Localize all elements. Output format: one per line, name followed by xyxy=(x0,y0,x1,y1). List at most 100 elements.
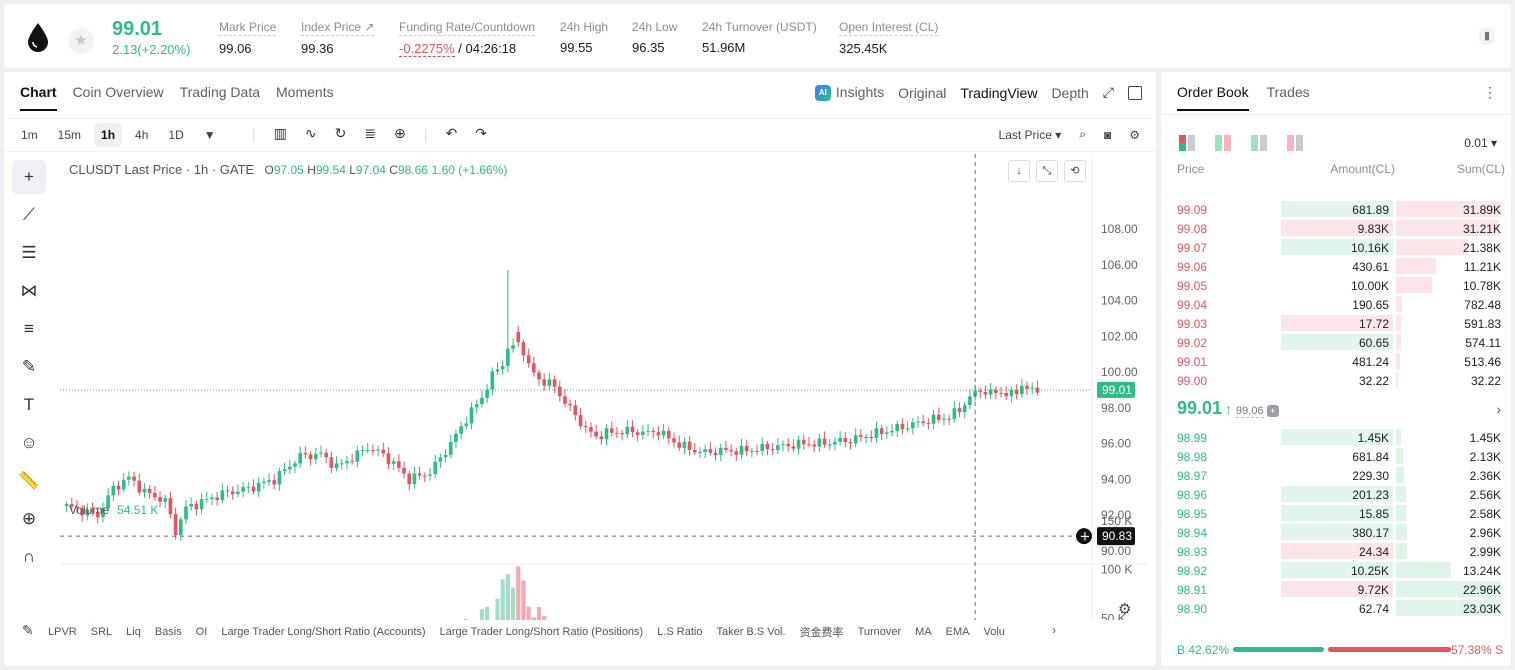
book-icon[interactable]: ▮ xyxy=(1479,28,1495,44)
tab-trading-data[interactable]: Trading Data xyxy=(179,84,261,100)
indicator-item[interactable]: LPVR xyxy=(48,626,77,638)
bid-row[interactable]: 98.91 9.72K 22.96K xyxy=(1161,580,1511,599)
redo-icon[interactable]: ↷ xyxy=(475,125,487,141)
bid-row[interactable]: 98.98 681.84 2.13K xyxy=(1161,447,1511,466)
mode-split-icon[interactable] xyxy=(1215,135,1231,151)
gear-icon[interactable]: ⚙ xyxy=(1129,127,1140,142)
pattern-icon[interactable]: ⋈ xyxy=(20,281,38,300)
indicator-item[interactable]: EMA xyxy=(945,626,970,638)
add-alert-icon[interactable]: ⊕ xyxy=(394,125,406,141)
chevron-right-icon[interactable]: › xyxy=(1052,623,1056,637)
reset-icon[interactable]: ⟲ xyxy=(1064,160,1086,182)
pencil-icon[interactable]: ✎ xyxy=(22,622,34,638)
horizontal-lines-icon[interactable]: ☰ xyxy=(21,243,37,262)
bid-row[interactable]: 98.95 15.85 2.58K xyxy=(1161,504,1511,523)
ask-row[interactable]: 99.08 9.83K 31.21K xyxy=(1161,219,1511,238)
indicator-item[interactable]: 资金费率 xyxy=(799,627,844,639)
interval-dropdown-chevron-icon[interactable]: ▼ xyxy=(203,128,216,142)
stat-index-price[interactable]: Index Price ↗ 99.36 xyxy=(301,20,375,56)
candle-type-icon[interactable]: ▥ xyxy=(273,125,287,141)
ask-row[interactable]: 99.03 17.72 591.83 xyxy=(1161,314,1511,333)
magnet-icon[interactable]: ∩ xyxy=(22,547,36,566)
view-depth[interactable]: Depth xyxy=(1051,84,1089,101)
indicator-item[interactable]: Volu xyxy=(983,626,1005,638)
insights-button[interactable]: AI Insights xyxy=(814,84,884,102)
indicators-icon[interactable]: ∿ xyxy=(304,125,317,141)
indicator-item[interactable]: Basis xyxy=(154,626,182,638)
ask-row[interactable]: 99.02 60.65 574.11 xyxy=(1161,333,1511,352)
stat-open-interest[interactable]: Open Interest (CL) 325.45K xyxy=(839,20,939,56)
price-tick-label: 98.00 xyxy=(1101,401,1131,415)
tab-trades[interactable]: Trades xyxy=(1266,84,1310,100)
tick-size-select[interactable]: 0.01 ▾ xyxy=(1464,136,1497,150)
bid-row[interactable]: 98.96 201.23 2.56K xyxy=(1161,485,1511,504)
fib-icon[interactable]: ≡ xyxy=(24,319,34,338)
more-icon[interactable]: ⋮ xyxy=(1483,84,1497,100)
arrow-down-icon[interactable]: ↓ xyxy=(1008,160,1030,182)
candle-body xyxy=(599,436,604,440)
candle-body xyxy=(90,509,95,512)
compare-icon[interactable]: ↻ xyxy=(334,125,347,141)
indicator-item[interactable]: MA xyxy=(915,626,932,638)
stat-funding-rate[interactable]: Funding Rate/Countdown -0.2275% / 04:26:… xyxy=(399,20,536,57)
search-icon[interactable]: ⌕ xyxy=(1079,127,1086,141)
indicator-item[interactable]: OI xyxy=(195,626,208,638)
price-chart[interactable]: 108.00 106.00 104.00 102.00 100.00 98.00 96.00… xyxy=(60,154,1148,620)
mode-bids-icon[interactable] xyxy=(1251,135,1267,151)
ask-row[interactable]: 99.04 190.65 782.48 xyxy=(1161,295,1511,314)
camera-icon[interactable]: ◙ xyxy=(1103,127,1112,142)
stat-mark-price[interactable]: Mark Price 99.06 xyxy=(219,20,277,56)
ask-row[interactable]: 99.09 681.89 31.89K xyxy=(1161,200,1511,219)
interval-1m[interactable]: 1m xyxy=(21,128,38,142)
template-icon[interactable]: ≣ xyxy=(364,125,377,141)
window-icon[interactable] xyxy=(1128,85,1142,100)
zoom-in-icon[interactable]: ⊕ xyxy=(21,509,37,528)
sum-depth-bar xyxy=(1396,296,1402,312)
ask-row[interactable]: 99.00 32.22 32.22 xyxy=(1161,371,1511,390)
emoji-icon[interactable]: ☺ xyxy=(20,433,38,452)
ruler-icon[interactable]: 📏 xyxy=(18,471,40,490)
tab-chart[interactable]: Chart xyxy=(20,84,57,111)
tab-coin-overview[interactable]: Coin Overview xyxy=(72,84,164,100)
interval-4h[interactable]: 4h xyxy=(135,128,149,142)
interval-1h[interactable]: 1h xyxy=(94,123,123,147)
view-original[interactable]: Original xyxy=(898,84,947,101)
indicator-item[interactable]: Turnover xyxy=(857,626,902,638)
bid-row[interactable]: 98.99 1.45K 1.45K xyxy=(1161,428,1511,447)
trend-line-icon[interactable]: ⟋ xyxy=(23,205,35,224)
tab-order-book[interactable]: Order Book xyxy=(1177,84,1249,111)
indicator-item[interactable]: SRL xyxy=(90,626,113,638)
gear-icon[interactable]: ⚙ xyxy=(1118,601,1132,618)
collapse-icon[interactable]: ⤡ xyxy=(1036,160,1058,182)
indicator-item[interactable]: Taker B.S Vol. xyxy=(716,626,786,638)
mode-both-icon[interactable] xyxy=(1179,135,1195,151)
favorite-star-icon[interactable]: ★ xyxy=(68,28,94,54)
indicator-item[interactable]: L.S Ratio xyxy=(657,626,703,638)
ask-row[interactable]: 99.07 10.16K 21.38K xyxy=(1161,238,1511,257)
interval-15m[interactable]: 15m xyxy=(57,128,82,142)
undo-icon[interactable]: ↶ xyxy=(445,125,458,141)
tab-moments[interactable]: Moments xyxy=(276,84,334,100)
ask-row[interactable]: 99.01 481.24 513.46 xyxy=(1161,352,1511,371)
ask-row[interactable]: 99.05 10.00K 10.78K xyxy=(1161,276,1511,295)
crosshair-icon[interactable]: + xyxy=(12,160,46,194)
ask-row[interactable]: 99.06 430.61 11.21K xyxy=(1161,257,1511,276)
price-source-select[interactable]: Last Price ▾ xyxy=(998,127,1062,142)
bid-row[interactable]: 98.94 380.17 2.96K xyxy=(1161,523,1511,542)
bid-row[interactable]: 98.93 24.34 2.99K xyxy=(1161,542,1511,561)
bid-row[interactable]: 98.90 62.74 23.03K xyxy=(1161,599,1511,618)
bid-row[interactable]: 98.97 229.30 2.36K xyxy=(1161,466,1511,485)
amount-depth-bar xyxy=(1281,524,1393,540)
interval-1d[interactable]: 1D xyxy=(168,128,184,142)
indicator-item[interactable]: Large Trader Long/Short Ratio (Positions… xyxy=(439,626,644,638)
indicator-item[interactable]: Liq xyxy=(126,626,141,638)
indicator-item[interactable]: Large Trader Long/Short Ratio (Accounts) xyxy=(221,626,426,638)
brush-icon[interactable]: ✎ xyxy=(21,357,37,376)
mode-asks-icon[interactable] xyxy=(1287,135,1303,151)
text-icon[interactable]: T xyxy=(23,395,35,414)
bid-row[interactable]: 98.92 10.25K 13.24K xyxy=(1161,561,1511,580)
view-tradingview[interactable]: TradingView xyxy=(960,84,1038,101)
candle-body xyxy=(402,467,406,474)
expand-icon[interactable]: ⤢ xyxy=(1102,84,1114,101)
chevron-right-icon[interactable]: › xyxy=(1496,401,1501,417)
